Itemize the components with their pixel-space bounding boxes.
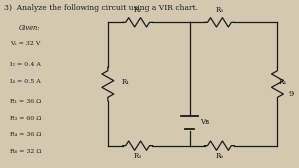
Text: R₆ = 32 Ω: R₆ = 32 Ω	[10, 149, 41, 154]
Text: R₁ = 36 Ω: R₁ = 36 Ω	[10, 99, 41, 104]
Text: R₂: R₂	[134, 6, 142, 14]
Text: 9: 9	[289, 90, 294, 98]
Text: 3)  Analyze the following circuit using a VIR chart.: 3) Analyze the following circuit using a…	[4, 4, 198, 12]
Text: R₁: R₁	[121, 78, 129, 86]
Text: R₅: R₅	[216, 6, 223, 14]
Text: R₃ = 60 Ω: R₃ = 60 Ω	[10, 116, 41, 121]
Text: R₄ = 36 Ω: R₄ = 36 Ω	[10, 132, 41, 137]
Text: R₆: R₆	[216, 152, 223, 160]
Text: Vₛ = 32 V: Vₛ = 32 V	[10, 41, 40, 46]
Text: I₄ = 0.5 A: I₄ = 0.5 A	[10, 79, 40, 84]
Text: Vʙ: Vʙ	[200, 118, 209, 126]
Text: Given:: Given:	[19, 24, 40, 32]
Text: R₄: R₄	[279, 78, 287, 86]
Text: R₃: R₃	[134, 152, 142, 160]
Text: I₂ = 0.4 A: I₂ = 0.4 A	[10, 62, 40, 67]
